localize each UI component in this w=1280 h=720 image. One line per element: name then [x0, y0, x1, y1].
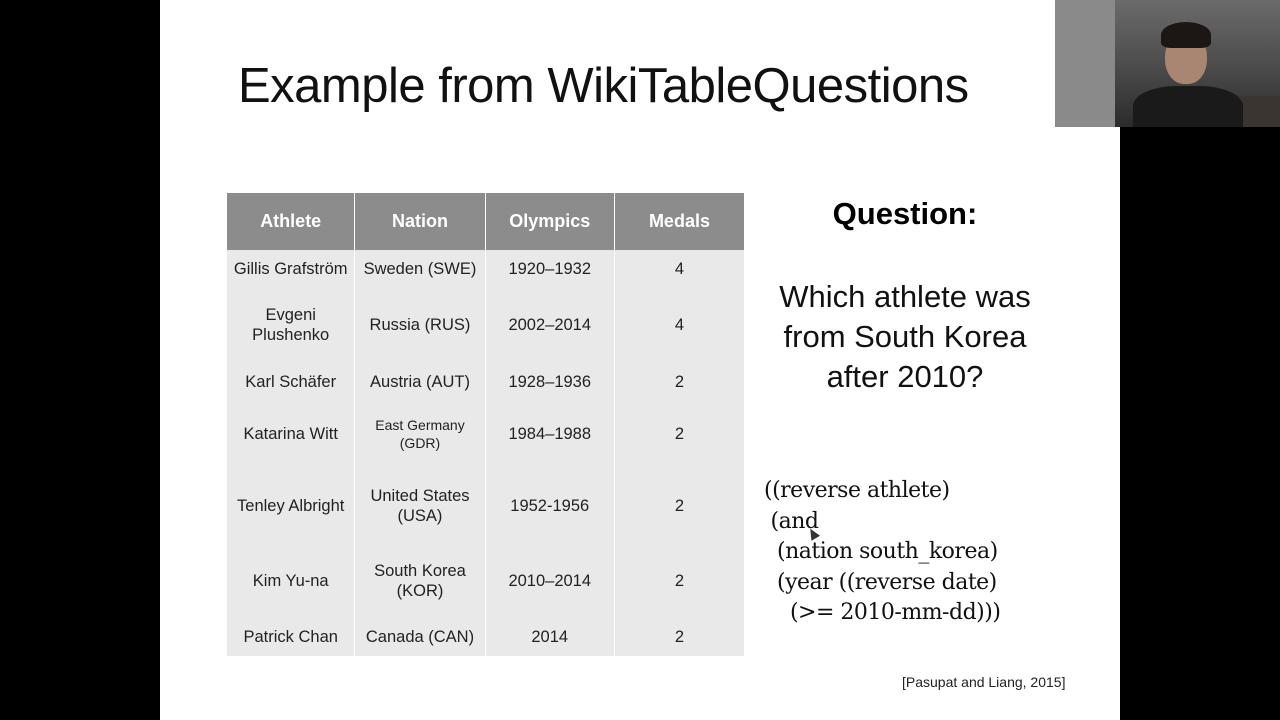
- olympics-cell: 2010–2014: [485, 543, 615, 619]
- table-row: Tenley Albright United States (USA) 1952…: [227, 467, 744, 544]
- table-row: Kim Yu-na South Korea (KOR) 2010–2014 2: [227, 543, 744, 619]
- question-text: Which athlete was from South Korea after…: [779, 279, 1031, 394]
- nation-cell: Russia (RUS): [354, 287, 486, 363]
- athlete-cell: Tenley Albright: [227, 467, 356, 544]
- athlete-cell: Patrick Chan: [227, 618, 356, 656]
- nation-cell: United States (USA): [354, 467, 486, 544]
- nation-cell: East Germany (GDR): [354, 400, 486, 468]
- medals-cell: 2: [674, 372, 685, 391]
- nation-cell: South Korea (KOR): [354, 543, 486, 619]
- olympics-cell: 2002–2014: [485, 287, 615, 363]
- column-header-medals: Medals: [614, 193, 744, 250]
- medals-cell: 2: [674, 425, 685, 444]
- table-row: Evgeni Plushenko Russia (RUS) 2002–2014 …: [227, 287, 744, 363]
- slide-title: Example from WikiTableQuestions: [238, 59, 969, 113]
- column-header-nation: Nation: [354, 193, 486, 250]
- medals-cell: 2: [674, 496, 685, 515]
- logical-form-line: (>= 2010-mm-dd))): [764, 600, 1001, 625]
- olympics-cell: 1928–1936: [485, 362, 615, 401]
- question-heading: Question:: [832, 196, 978, 231]
- webcam-video: [1055, 0, 1280, 127]
- nation-cell: Austria (AUT): [354, 362, 486, 401]
- slide: Example from WikiTableQuestions Athlete …: [160, 0, 1120, 720]
- presenter-body: [1133, 86, 1243, 127]
- table-header-row: Athlete Nation Olympics Medals: [227, 193, 744, 250]
- olympics-cell: 1984–1988: [485, 400, 615, 468]
- athlete-cell: Karl Schäfer: [227, 362, 356, 401]
- logical-form-line: ((reverse athlete): [764, 478, 950, 503]
- logical-form-line: (and: [764, 508, 819, 534]
- column-header-athlete: Athlete: [227, 193, 356, 250]
- table-row: Katarina Witt East Germany (GDR) 1984–19…: [227, 400, 744, 468]
- athlete-cell: Katarina Witt: [227, 400, 356, 468]
- table-row: Patrick Chan Canada (CAN) 2014 2: [227, 618, 744, 656]
- column-header-olympics: Olympics: [485, 193, 615, 250]
- medals-cell: 4: [674, 316, 685, 335]
- athlete-cell: Evgeni Plushenko: [227, 287, 356, 363]
- athlete-cell: Kim Yu-na: [227, 543, 356, 619]
- logical-form-line: (nation south_korea): [764, 539, 998, 564]
- athlete-cell: Gillis Grafström: [227, 250, 356, 288]
- nation-cell: Sweden (SWE): [354, 250, 486, 288]
- logical-form-line: (year ((reverse date): [764, 569, 997, 595]
- medals-cell: 2: [674, 571, 685, 590]
- table-row: Gillis Grafström Sweden (SWE) 1920–1932 …: [227, 250, 744, 288]
- logical-form: ((reverse athlete) (and (nation south_ko…: [764, 476, 1001, 629]
- nation-cell: Canada (CAN): [354, 618, 486, 656]
- olympics-cell: 1920–1932: [485, 250, 615, 288]
- citation: [Pasupat and Liang, 2015]: [902, 674, 1066, 690]
- olympics-cell: 1952-1956: [485, 467, 615, 544]
- olympics-cell: 2014: [485, 618, 615, 656]
- medals-cell: 2: [674, 628, 685, 647]
- table-row: Karl Schäfer Austria (AUT) 1928–1936 2: [227, 362, 744, 401]
- athlete-table: Athlete Nation Olympics Medals Gillis Gr…: [227, 193, 744, 656]
- medals-cell: 4: [674, 259, 685, 278]
